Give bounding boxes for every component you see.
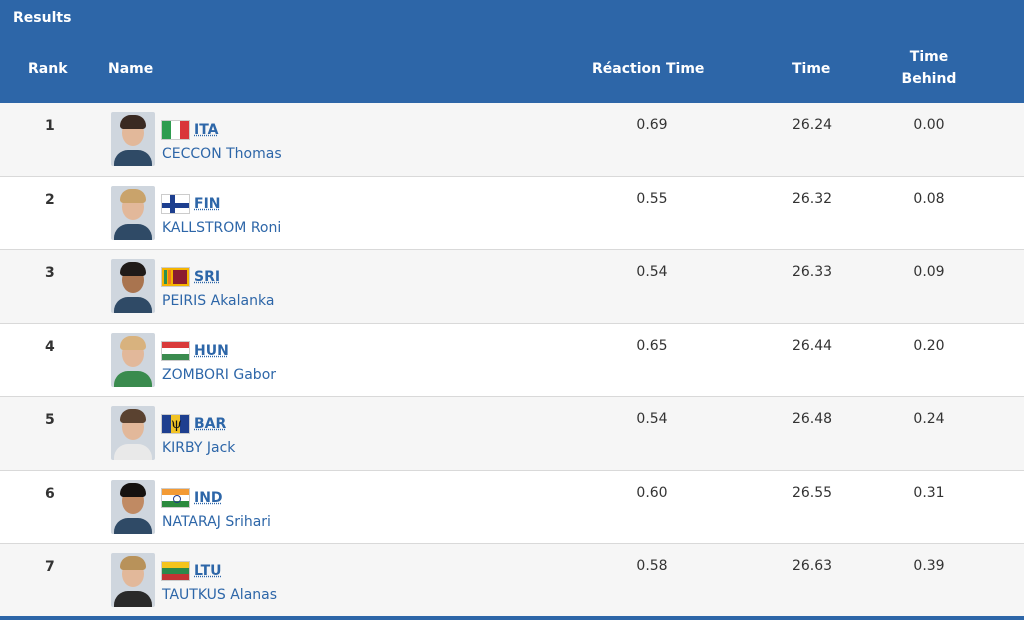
table-row: 3 SRI PEIRIS Akalanka 0.54 26.33 0.09 <box>0 250 1024 324</box>
rank-cell: 6 <box>45 485 55 502</box>
rank-cell: 3 <box>45 265 55 281</box>
athlete-name-link[interactable]: KALLSTROM Roni <box>162 219 282 236</box>
country-code-link[interactable]: FIN <box>194 195 221 212</box>
athlete-photo[interactable] <box>111 259 155 313</box>
country-code-link[interactable]: SRI <box>194 269 221 285</box>
results-header: Results Rank Name Réaction Time Time Tim… <box>0 0 1024 103</box>
time-behind-cell: 0.31 <box>913 484 945 501</box>
time-cell: 26.55 <box>791 484 833 501</box>
column-header-rank[interactable]: Rank <box>28 61 68 77</box>
athlete-name-link[interactable]: ZOMBORI Gabor <box>162 366 277 383</box>
column-header-reaction-time[interactable]: Réaction Time <box>592 61 705 77</box>
table-row: 5 BAR KIRBY Jack 0.54 26.48 0.24 <box>0 397 1024 471</box>
athlete-name-link[interactable]: PEIRIS Akalanka <box>162 293 275 309</box>
time-behind-cell: 0.00 <box>913 117 945 133</box>
country-code-link[interactable]: BAR <box>194 416 227 432</box>
flag-italy-icon <box>161 120 190 140</box>
country-code-link[interactable]: IND <box>194 489 223 506</box>
time-cell: 26.24 <box>791 117 833 133</box>
time-behind-cell: 0.08 <box>913 190 945 207</box>
flag-sri-lanka-icon <box>161 267 190 287</box>
athlete-photo[interactable] <box>111 112 155 166</box>
athlete-photo[interactable] <box>111 553 155 607</box>
athlete-name-link[interactable]: NATARAJ Srihari <box>162 513 271 530</box>
country-code-link[interactable]: LTU <box>194 563 222 579</box>
reaction-time-cell: 0.54 <box>636 411 668 427</box>
athlete-name-link[interactable]: KIRBY Jack <box>162 440 236 456</box>
time-behind-cell: 0.24 <box>913 411 945 427</box>
flag-hungary-icon <box>161 340 190 361</box>
athlete-photo[interactable] <box>111 185 155 240</box>
time-behind-cell: 0.09 <box>913 264 945 280</box>
flag-india-icon <box>161 487 190 508</box>
table-row: 1 ITA CECCON Thomas 0.69 26.24 0.00 <box>0 103 1024 177</box>
athlete-photo[interactable] <box>111 479 155 534</box>
rank-cell: 4 <box>45 338 55 355</box>
rank-cell: 1 <box>45 118 55 134</box>
country-code-link[interactable]: HUN <box>194 342 229 359</box>
athlete-photo[interactable] <box>111 406 155 460</box>
time-cell: 26.63 <box>791 558 833 574</box>
reaction-time-cell: 0.58 <box>636 558 668 574</box>
time-cell: 26.48 <box>791 411 833 427</box>
reaction-time-cell: 0.69 <box>636 117 668 133</box>
time-cell: 26.44 <box>791 337 833 354</box>
flag-finland-icon <box>161 193 190 214</box>
rank-cell: 7 <box>45 559 55 575</box>
column-header-time-behind[interactable]: Time Behind <box>901 49 957 87</box>
reaction-time-cell: 0.55 <box>636 190 668 207</box>
reaction-time-cell: 0.60 <box>636 484 668 501</box>
table-row: 4 HUN ZOMBORI Gabor 0.65 26.44 0.20 <box>0 323 1024 397</box>
time-cell: 26.32 <box>791 190 833 207</box>
athlete-name-link[interactable]: CECCON Thomas <box>162 146 282 162</box>
flag-lithuania-icon <box>161 561 190 581</box>
rank-cell: 2 <box>45 191 55 208</box>
table-bottom-border <box>0 616 1024 620</box>
reaction-time-cell: 0.65 <box>636 337 668 354</box>
column-header-time[interactable]: Time <box>792 61 831 77</box>
rank-cell: 5 <box>45 412 55 428</box>
table-row: 6 IND NATARAJ Srihari 0.60 26.55 0.31 <box>0 470 1024 544</box>
time-behind-cell: 0.20 <box>913 337 945 354</box>
time-cell: 26.33 <box>791 264 833 280</box>
athlete-name-link[interactable]: TAUTKUS Alanas <box>162 587 278 603</box>
column-header-name[interactable]: Name <box>108 61 154 77</box>
table-row: 2 FIN KALLSTROM Roni 0.55 26.32 0.08 <box>0 176 1024 250</box>
country-code-link[interactable]: ITA <box>194 122 219 138</box>
table-row: 7 LTU TAUTKUS Alanas 0.58 26.63 0.39 <box>0 544 1024 618</box>
time-behind-cell: 0.39 <box>913 558 945 574</box>
reaction-time-cell: 0.54 <box>636 264 668 280</box>
flag-barbados-icon <box>161 414 190 434</box>
athlete-photo[interactable] <box>111 332 155 387</box>
results-title: Results <box>13 10 72 26</box>
